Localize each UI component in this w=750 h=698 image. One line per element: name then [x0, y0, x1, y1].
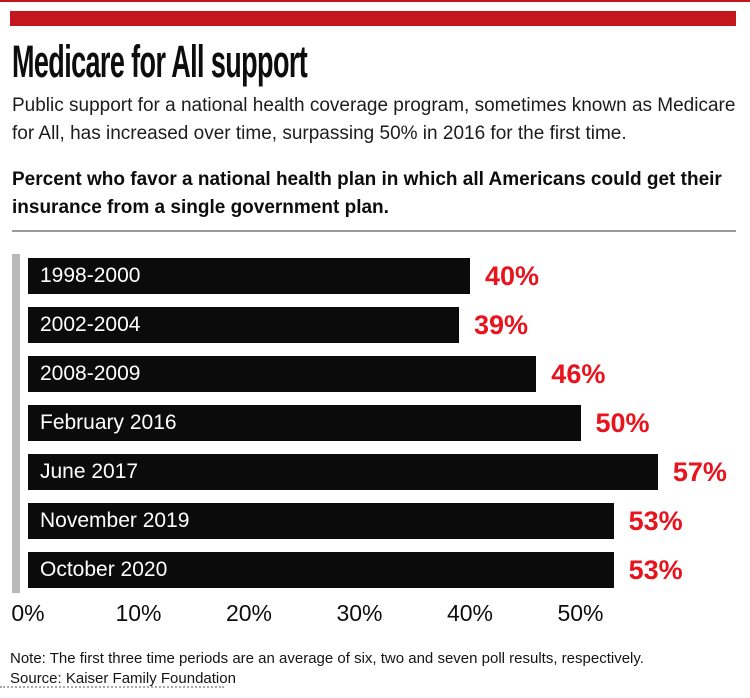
bar-label: June 2017: [40, 460, 139, 483]
x-axis-tick: 0%: [11, 600, 45, 626]
chart-baseline-strip: [12, 254, 20, 593]
red-accent-band: [10, 11, 736, 26]
bar: November 2019: [28, 503, 614, 539]
page-title: Medicare for All support: [12, 36, 308, 87]
bar: 2008-2009: [28, 356, 537, 392]
bar-value: 50%: [595, 407, 650, 438]
bar-row: October 2020 53%: [28, 552, 727, 588]
x-axis-tick: 50%: [557, 600, 604, 626]
section-divider: [12, 230, 736, 232]
bar-row: November 2019 53%: [28, 503, 727, 539]
chart-subtitle: Public support for a national health cov…: [12, 95, 736, 144]
bar-value: 39%: [473, 309, 528, 340]
chart-source: Source: Kaiser Family Foundation: [10, 670, 236, 687]
chart-note: Note: The first three time periods are a…: [10, 650, 644, 667]
bar: February 2016: [28, 405, 581, 441]
bar-row: 2008-2009 46%: [28, 356, 727, 392]
top-red-hairline: [0, 0, 750, 2]
bar-row: 1998-2000 40%: [28, 258, 727, 294]
bar-label: February 2016: [40, 411, 177, 434]
x-axis-tick: 20%: [225, 600, 273, 626]
bar-label: November 2019: [40, 509, 190, 532]
bar-row: 2002-2004 39%: [28, 307, 727, 343]
bar-value: 46%: [551, 358, 606, 389]
bar-value: 57%: [672, 456, 727, 487]
bar-value: 53%: [628, 554, 683, 585]
bar-row: June 2017 57%: [28, 454, 727, 490]
bar-label: 1998-2000: [40, 264, 141, 287]
x-axis-tick: 40%: [446, 600, 494, 626]
bar-row: February 2016 50%: [28, 405, 727, 441]
x-axis-tick: 10%: [115, 600, 162, 626]
bar: 1998-2000: [28, 258, 470, 294]
x-axis-tick: 30%: [336, 600, 383, 626]
bar: October 2020: [28, 552, 614, 588]
bar-label: 2002-2004: [40, 313, 141, 336]
bar: June 2017: [28, 454, 658, 490]
x-axis: 0% 10% 20% 30% 40% 50%: [0, 600, 750, 632]
bar-value: 40%: [485, 260, 540, 291]
bar-value: 53%: [628, 505, 683, 536]
bottom-hairline: [0, 686, 224, 688]
bar: 2002-2004: [28, 307, 459, 343]
bar-label: 2008-2009: [40, 362, 141, 385]
chart-question-text: Percent who favor a national health plan…: [12, 169, 722, 218]
bar-rows: 1998-2000 40% 2002-2004 39% 2008-2009 46…: [28, 258, 727, 601]
bar-label: October 2020: [40, 558, 168, 581]
bar-chart: 1998-2000 40% 2002-2004 39% 2008-2009 46…: [0, 254, 750, 594]
